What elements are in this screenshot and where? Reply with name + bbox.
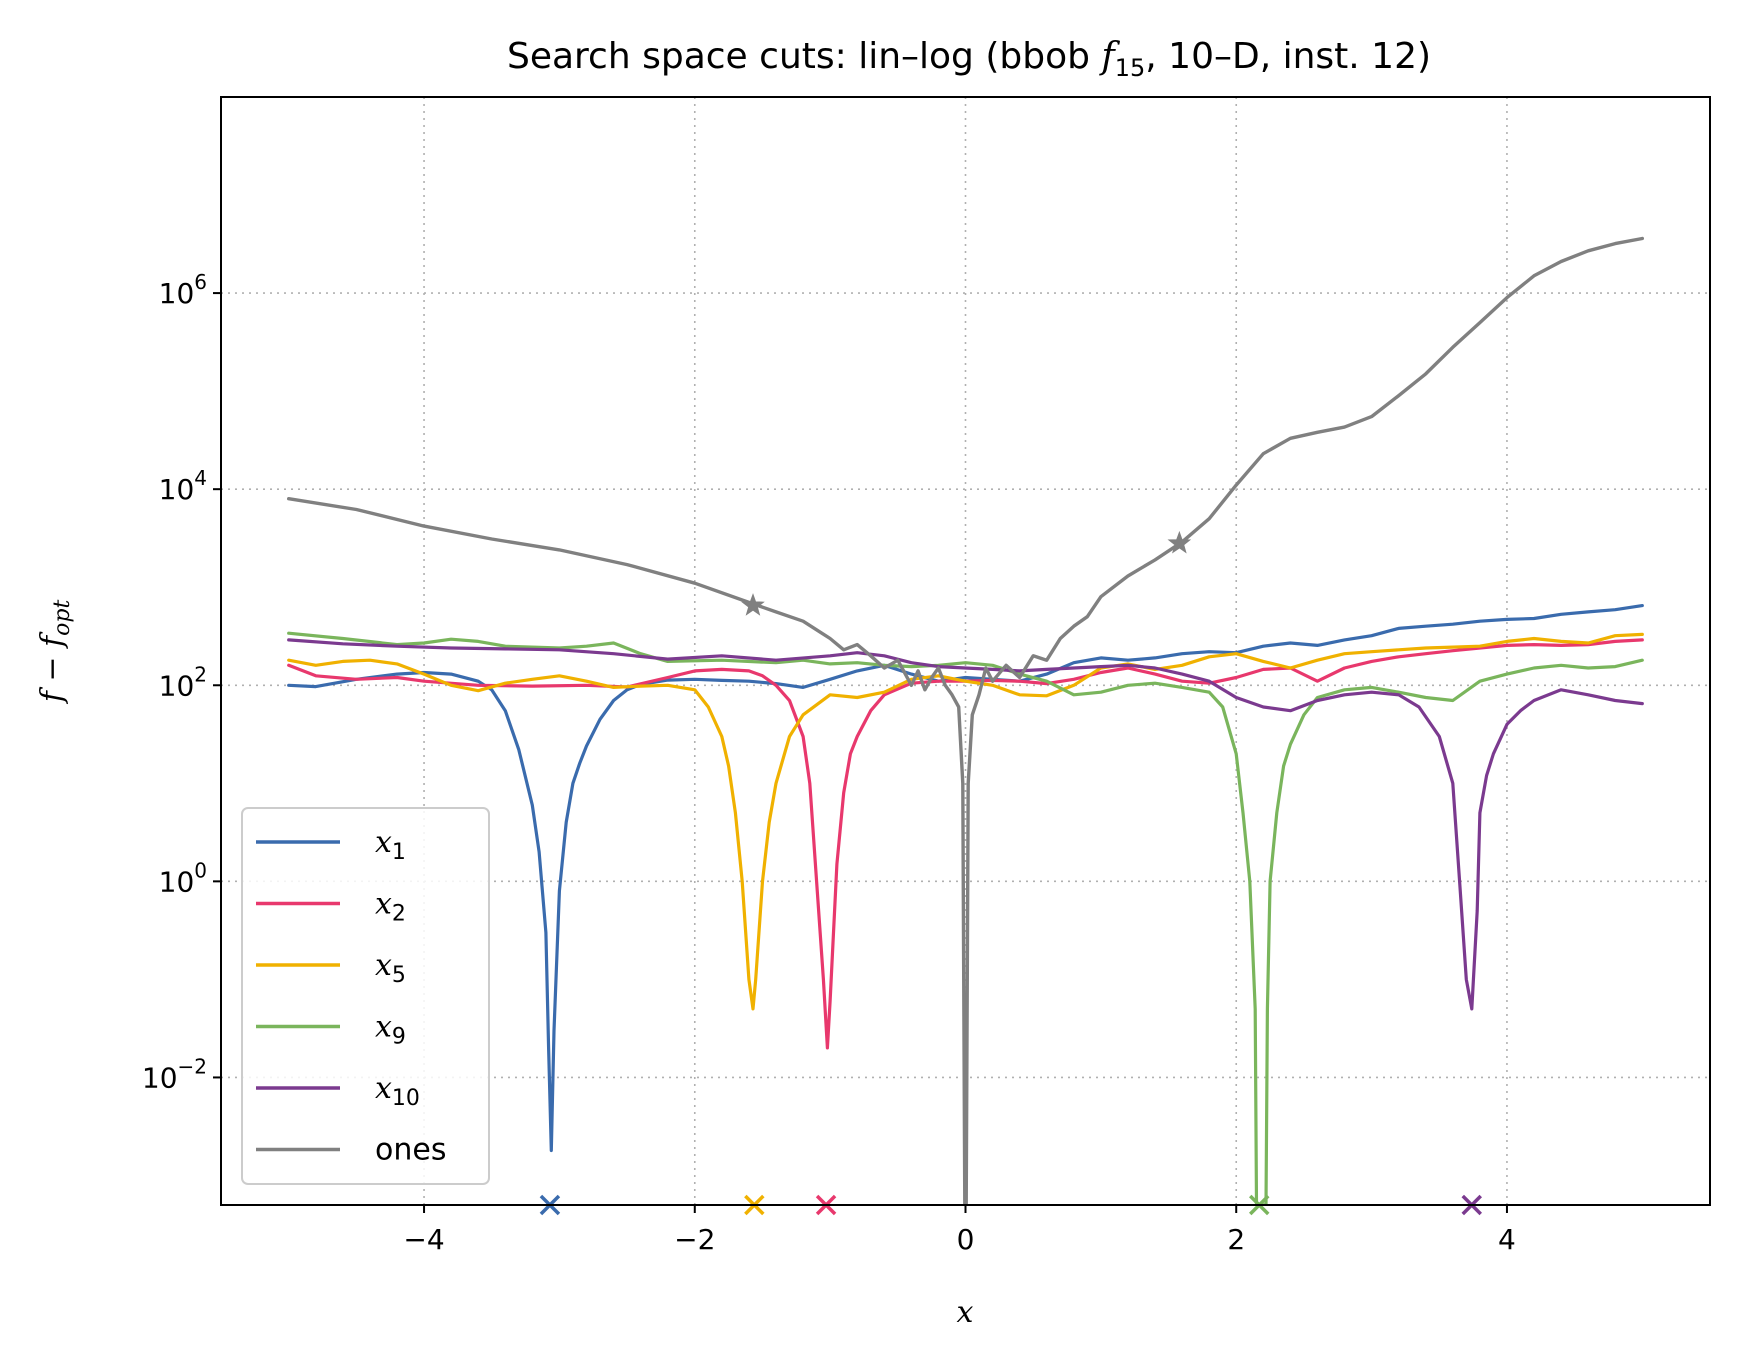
series-line-x5: [287, 632, 1644, 1011]
series-line-x9: [287, 631, 1644, 1205]
legend-entry-name: x: [375, 948, 392, 983]
y-label-sub: opt: [50, 600, 75, 636]
series-line-x1: [287, 604, 1644, 1153]
y-tick-mantissa: 10: [159, 473, 195, 506]
series-layer: [287, 236, 1644, 1205]
legend-entry: x5: [375, 948, 406, 988]
y-tick-exponent: −2: [178, 1054, 207, 1078]
legend-entry: ones: [375, 1133, 446, 1168]
legend-entry: x9: [375, 1010, 406, 1050]
legend-entry-name: x: [375, 887, 392, 922]
x-tick-label: 2: [1227, 1223, 1245, 1256]
legend-entry-sub: 2: [392, 902, 406, 927]
chart-title: Search space cuts: lin–log (bbob f15, 10…: [507, 36, 1431, 82]
series-line-x10: [287, 638, 1644, 1011]
y-tick-exponent: 2: [194, 662, 207, 686]
x-axis-label: x: [957, 1295, 974, 1330]
y-tick-label: 10−2: [142, 1054, 207, 1094]
grid-lines: [221, 97, 1710, 1205]
y-tick-mantissa: 10: [159, 865, 195, 898]
y-tick-label: 100: [159, 858, 207, 898]
y-tick-mantissa: 10: [142, 1061, 178, 1094]
x-tick-label: 0: [957, 1223, 975, 1256]
x-tick-label: 4: [1498, 1223, 1516, 1256]
legend-entry-name: x: [375, 825, 392, 860]
ones-star-marker: [741, 593, 765, 616]
series-line-ones: [287, 236, 1644, 1205]
x-tick-label: −4: [403, 1223, 444, 1256]
y-tick-exponent: 4: [194, 466, 207, 490]
legend-entry-name: ones: [375, 1133, 446, 1168]
y-axis-label: f − fopt: [35, 600, 75, 705]
y-tick-label: 104: [159, 466, 207, 506]
legend-entry: x10: [375, 1071, 420, 1111]
y-label-base: f − f: [35, 631, 70, 704]
legend-entry-sub: 9: [392, 1025, 406, 1050]
legend-entry: x2: [375, 887, 406, 927]
y-tick-exponent: 6: [194, 270, 207, 294]
ones-star-marker: [1167, 530, 1192, 554]
legend-entry-sub: 1: [392, 840, 406, 865]
y-tick-mantissa: 10: [159, 277, 195, 310]
title-func-sub: 15: [1115, 54, 1146, 82]
y-tick-label: 106: [159, 270, 207, 310]
legend-entry-name: x: [375, 1010, 392, 1045]
legend-entry-sub: 5: [392, 963, 406, 988]
legend-entry-name: x: [375, 1071, 392, 1106]
y-tick-label: 102: [159, 662, 207, 702]
title-suffix: , 10–D, inst. 12): [1145, 36, 1431, 77]
y-tick-exponent: 0: [194, 858, 207, 882]
legend-entry-sub: 10: [392, 1086, 420, 1111]
title-prefix: Search space cuts: lin–log (bbob: [507, 36, 1101, 77]
legend-box: [241, 807, 490, 1185]
x-tick-label: −2: [674, 1223, 715, 1256]
y-tick-mantissa: 10: [159, 669, 195, 702]
legend-entry: x1: [375, 825, 406, 865]
series-line-x2: [287, 638, 1644, 1050]
